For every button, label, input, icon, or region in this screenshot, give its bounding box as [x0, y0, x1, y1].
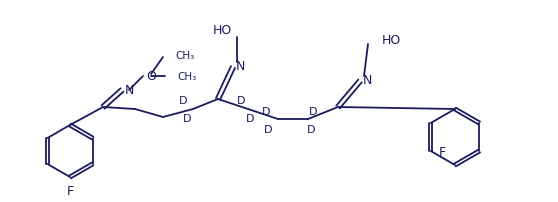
- Text: N: N: [236, 60, 246, 73]
- Text: D: D: [246, 114, 254, 123]
- Text: D: D: [307, 124, 315, 134]
- Text: HO: HO: [382, 33, 401, 46]
- Text: CH₃: CH₃: [175, 51, 194, 61]
- Text: D: D: [309, 106, 318, 116]
- Text: D: D: [179, 96, 187, 105]
- Text: N: N: [125, 83, 134, 96]
- Text: D: D: [262, 106, 270, 116]
- Text: D: D: [264, 124, 272, 134]
- Text: D: D: [237, 96, 246, 105]
- Text: CH₃: CH₃: [177, 72, 196, 82]
- Text: HO: HO: [213, 24, 232, 37]
- Text: F: F: [439, 145, 446, 158]
- Text: F: F: [66, 185, 74, 198]
- Text: N: N: [363, 74, 372, 87]
- Text: O: O: [146, 70, 156, 83]
- Text: D: D: [183, 114, 191, 123]
